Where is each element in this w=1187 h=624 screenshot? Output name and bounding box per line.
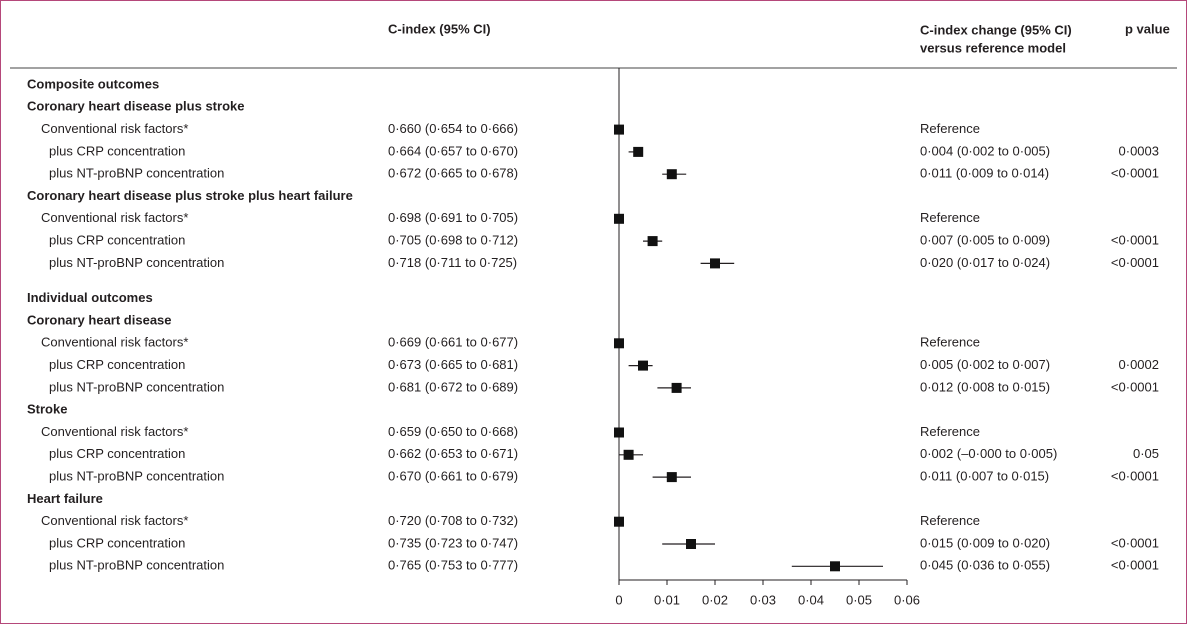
cindex-change: 0·011 (0·009 to 0·014) [920,166,1049,181]
x-tick-label: 0 [615,592,622,607]
estimate [666,472,677,483]
cindex-change: Reference [920,210,980,225]
cindex: 0·681 (0·672 to 0·689) [388,379,518,394]
column-header: C-index change (95% CI) [920,22,1072,37]
cindex: 0·718 (0·711 to 0·725) [388,255,517,270]
x-tick-label: 0·03 [750,592,776,607]
cindex: 0·765 (0·753 to 0·777) [388,558,518,573]
row-label: Conventional risk factors* [41,121,188,136]
row-label: plus NT-proBNP concentration [49,469,224,484]
cindex: 0·670 (0·661 to 0·679) [388,469,518,484]
row-label: plus NT-proBNP concentration [49,255,224,270]
row-label: Conventional risk factors* [41,424,188,439]
estimate [686,539,696,549]
cindex: 0·659 (0·650 to 0·668) [388,424,518,439]
x-tick-label: 0·05 [846,592,872,607]
estimate [638,360,648,371]
cindex-change: 0·005 (0·002 to 0·007) [920,357,1050,372]
estimate [633,146,644,157]
cindex: 0·669 (0·661 to 0·677) [388,335,518,350]
cindex-change: 0·004 (0·002 to 0·005) [920,143,1050,158]
estimate [671,382,682,393]
outcome-title: Heart failure [27,491,103,506]
p-value: <0·0001 [1111,255,1159,270]
cindex: 0·720 (0·708 to 0·732) [388,513,518,528]
cindex-change: Reference [920,335,980,350]
group-title: Individual outcomes [27,290,153,305]
x-tick-label: 0·04 [798,592,824,607]
outcome-title: Coronary heart disease plus stroke plus … [27,188,353,203]
cindex-change: 0·002 (–0·000 to 0·005) [920,446,1057,461]
cindex-change: Reference [920,424,980,439]
row-label: plus CRP concentration [49,143,185,158]
cindex: 0·662 (0·653 to 0·671) [388,446,518,461]
p-value: 0·05 [1133,446,1159,461]
estimate [666,169,677,180]
estimate [614,213,624,224]
cindex-change: Reference [920,513,980,528]
group-title: Composite outcomes [27,76,159,91]
row-label: plus CRP concentration [49,357,185,372]
cindex-change: 0·012 (0·008 to 0·015) [920,379,1050,394]
p-value: 0·0002 [1119,357,1159,372]
estimate [710,258,720,269]
column-header: C-index (95% CI) [388,21,491,36]
p-value: 0·0003 [1119,143,1159,158]
p-value: <0·0001 [1111,379,1159,394]
estimate [623,449,634,460]
x-tick-label: 0·01 [654,592,680,607]
cindex: 0·698 (0·691 to 0·705) [388,210,518,225]
row-label: plus NT-proBNP concentration [49,379,224,394]
estimate [614,338,624,349]
p-value: <0·0001 [1111,535,1159,550]
cindex-change: 0·007 (0·005 to 0·009) [920,233,1050,248]
cindex-change: 0·015 (0·009 to 0·020) [920,535,1050,550]
cindex: 0·660 (0·654 to 0·666) [388,121,518,136]
cindex-change: 0·011 (0·007 to 0·015) [920,469,1049,484]
cindex-change: 0·020 (0·017 to 0·024) [920,255,1050,270]
cindex: 0·672 (0·665 to 0·678) [388,166,518,181]
p-value: <0·0001 [1111,469,1159,484]
estimate [647,236,658,247]
outcome-title: Coronary heart disease plus stroke [27,99,244,114]
estimate [830,561,840,572]
row-label: Conventional risk factors* [41,513,188,528]
column-header: p value [1125,21,1170,36]
cindex-change: Reference [920,121,980,136]
x-tick-label: 0·06 [894,592,920,607]
row-label: plus CRP concentration [49,446,185,461]
x-tick-label: 0·02 [702,592,728,607]
cindex: 0·673 (0·665 to 0·681) [388,357,518,372]
p-value: <0·0001 [1111,233,1159,248]
outcome-title: Stroke [27,402,67,417]
row-label: Conventional risk factors* [41,335,188,350]
estimate [614,124,624,135]
p-value: <0·0001 [1111,166,1159,181]
cindex: 0·735 (0·723 to 0·747) [388,535,518,550]
row-label: Conventional risk factors* [41,210,188,225]
column-header: versus reference model [920,40,1066,55]
estimate [614,516,624,527]
row-label: plus NT-proBNP concentration [49,558,224,573]
cindex: 0·664 (0·657 to 0·670) [388,143,518,158]
cindex: 0·705 (0·698 to 0·712) [388,233,518,248]
row-label: plus CRP concentration [49,233,185,248]
cindex-change: 0·045 (0·036 to 0·055) [920,558,1050,573]
p-value: <0·0001 [1111,558,1159,573]
row-label: plus NT-proBNP concentration [49,166,224,181]
estimate [614,427,624,438]
row-label: plus CRP concentration [49,535,185,550]
outcome-title: Coronary heart disease [27,312,172,327]
